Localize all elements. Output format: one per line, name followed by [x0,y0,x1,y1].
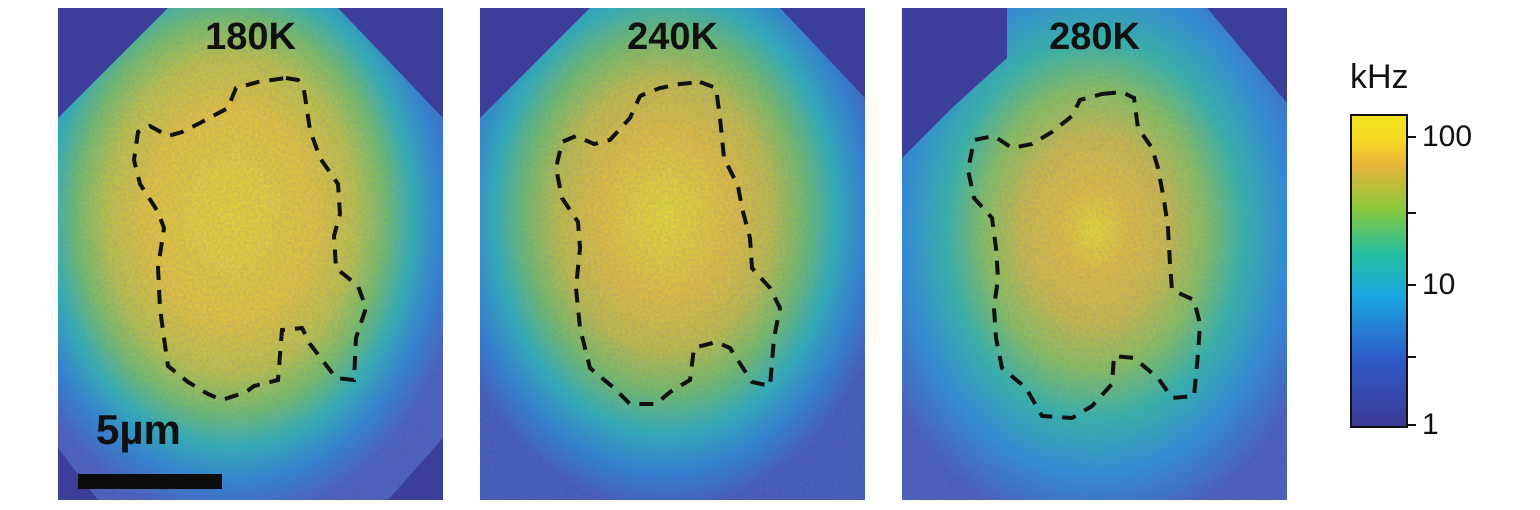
colorbar-unit-label: kHz [1350,58,1409,96]
boundary-outline [965,89,1203,421]
image-panel-240k: 240K [480,8,865,500]
panel-title: 280K [1049,16,1140,58]
scalebar [78,474,222,489]
colorbar-tick-minor [1408,356,1416,358]
boundary-outline [553,79,783,406]
colorbar-label-1: 1 [1422,408,1439,441]
image-panel-180k: 180K 5µm [58,8,443,500]
panel-title: 240K [627,16,718,58]
fluorescence-map-240k [480,8,865,500]
boundary-outline [131,75,369,403]
colorbar-label-10: 10 [1422,268,1456,301]
panel-title: 180K [205,16,296,58]
colorbar-tick-1 [1408,424,1416,426]
fluorescence-map-280k [902,8,1287,500]
fluorescence-map-180k [58,8,443,500]
scalebar-label: 5µm [96,406,181,453]
colorbar-tick-10 [1408,284,1416,286]
colorbar-tick-minor [1408,212,1416,214]
colorbar-label-100: 100 [1422,120,1473,153]
colorbar-tick-100 [1408,136,1416,138]
colorbar [1350,114,1408,428]
image-panel-280k: 280K [902,8,1287,500]
